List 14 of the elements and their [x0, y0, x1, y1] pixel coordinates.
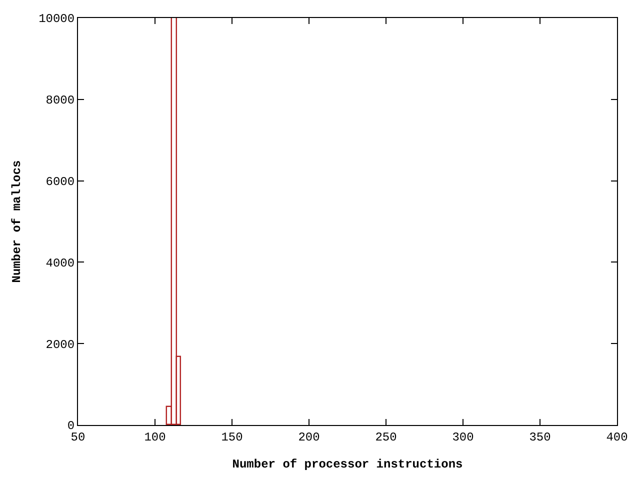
x-tick-label: 150 [221, 430, 243, 444]
y-tick-label: 8000 [46, 94, 75, 108]
x-tick-label: 100 [144, 430, 166, 444]
y-tick-label: 6000 [46, 175, 75, 189]
y-tick-label: 4000 [46, 256, 75, 270]
y-axis-title: Number of mallocs [10, 160, 24, 283]
x-tick-label: 300 [452, 430, 474, 444]
x-tick-label: 400 [606, 430, 628, 444]
y-tick-label: 10000 [38, 12, 75, 26]
x-tick-label: 350 [529, 430, 551, 444]
y-tick-label: 2000 [46, 338, 75, 352]
x-tick-label: 250 [375, 430, 397, 444]
x-tick-label: 200 [298, 430, 320, 444]
x-axis-title: Number of processor instructions [232, 457, 463, 472]
